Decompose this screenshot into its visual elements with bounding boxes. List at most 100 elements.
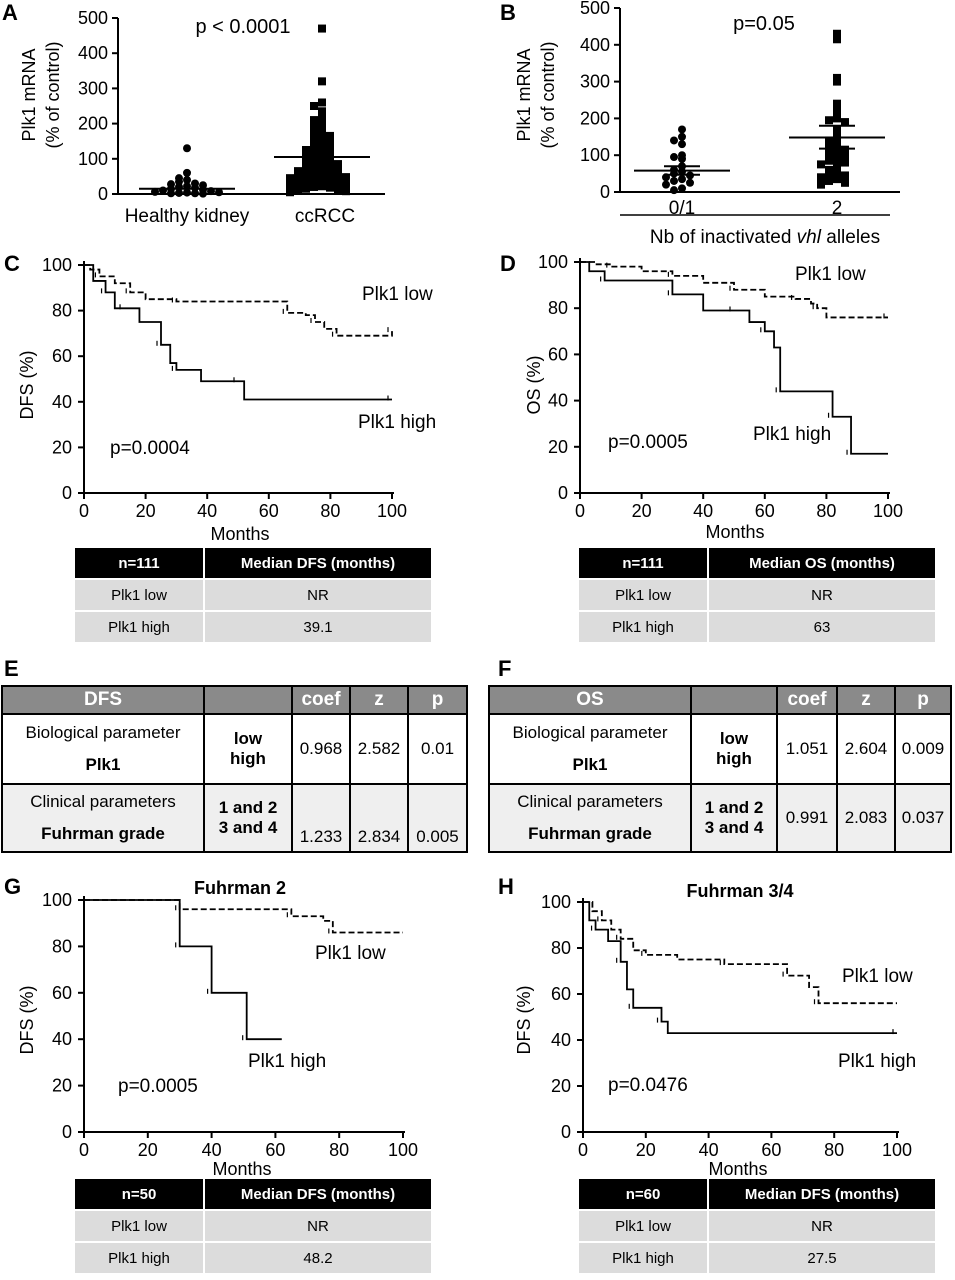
data-point [825,151,833,160]
panel-d-xlabel: Months [705,522,764,542]
data-point [318,112,326,121]
data-point [825,169,833,178]
panel-d: D OS (%) Months p=0.0005 Plk1 low Plk1 h… [490,245,955,545]
cox-e-bio-label: Biological parameter [25,723,181,742]
y-tick-label: 100 [42,890,72,910]
data-point [286,181,294,190]
cox-e-bio-coef: 0.968 [291,713,351,785]
x-tick-label: 100 [873,501,903,521]
data-point [678,132,686,141]
data-point [199,189,207,198]
data-point [318,98,326,107]
panel-h-title: Fuhrman 3/4 [686,881,793,901]
x-tick-label: 60 [755,501,775,521]
panel-b-chart: Plk1 mRNA (% of control) 0 100 200 300 400 50… [514,0,900,248]
data-point [302,159,310,168]
data-point [310,123,318,132]
cox-f-clin-p: 0.037 [894,783,952,853]
panel-label-f: F [498,656,512,681]
cox-f-bio-level2: high [716,749,752,768]
data-point [670,186,678,195]
data-point [825,116,833,125]
data-point [825,176,833,185]
panel-g-high-label: Plk1 high [248,1051,326,1072]
table-g-header-n: n=50 [75,1179,203,1209]
y-tick-label: 60 [52,346,72,366]
panel-label-c: C [4,251,20,276]
data-point [833,99,841,108]
data-point [833,147,841,156]
y-tick-label: 80 [548,298,568,318]
table-c-median: n=111 Median DFS (months) Plk1 low NR Plk1… [73,546,433,644]
data-point [670,176,678,185]
table-h-row-high-label: Plk1 high [579,1243,707,1273]
cox-f-p-header: p [894,685,952,715]
cox-e-bio-cell: Biological parameter Plk1 [1,713,205,785]
data-point [678,175,686,184]
y-tick-label: 40 [551,1030,571,1050]
panel-g: G Fuhrman 2 DFS (%) Months p=0.0005 Plk1… [0,870,475,1180]
plk1-high-curve [84,899,282,1041]
cox-e-p-header: p [407,685,468,715]
cox-f-title: OS [488,685,692,715]
data-point [310,182,318,191]
cox-e-bio-z: 2.582 [349,713,409,785]
panel-b-ylabel: Plk1 mRNA (% of control) [514,41,558,148]
cox-e-bio-p: 0.01 [407,713,468,785]
data-point [294,179,302,188]
data-point [342,187,350,196]
data-point [294,186,302,195]
panel-g-xlabel: Months [212,1159,271,1179]
x-tick-label: 20 [138,1140,158,1160]
data-point [670,136,678,145]
table-d-row-high-label: Plk1 high [579,612,707,642]
data-point [159,186,167,195]
panel-d-pvalue: p=0.0005 [608,432,688,453]
data-point [841,145,849,154]
x-tick-label: 20 [636,1140,656,1160]
data-point [841,118,849,127]
data-point [326,144,334,153]
data-point [841,178,849,187]
cox-e-title: DFS [1,685,205,715]
data-point [662,180,670,189]
panel-g-title: Fuhrman 2 [194,878,286,898]
data-point [318,182,326,191]
panel-d-ylabel: OS (%) [524,355,544,414]
x-tick-label: 40 [699,1140,719,1160]
data-point [334,166,342,175]
data-point [318,24,326,33]
panel-d-low-label: Plk1 low [795,264,866,285]
data-point [817,160,825,169]
data-point [310,130,318,139]
cox-f-clin-label: Clinical parameters [517,792,663,811]
cox-f-bio-level1: low [719,729,749,748]
x-tick-label: 40 [197,501,217,521]
table-h-median: n=60 Median DFS (months) Plk1 low NR Plk1 … [577,1177,937,1275]
x-tick-label: 100 [377,501,407,521]
data-point [817,180,825,189]
y-tick-label: 40 [52,392,72,412]
x-tick-label: 0 [575,501,585,521]
panel-b-ylabel-line1: Plk1 mRNA [514,48,534,141]
panel-g-low-label: Plk1 low [315,943,386,964]
y-tick-label: 400 [580,35,610,55]
data-point [302,146,310,154]
table-d-row-low-label: Plk1 low [579,580,707,610]
data-point [318,140,326,149]
data-point [167,189,175,198]
panel-b-ylabel-line2: (% of control) [538,41,558,148]
y-tick-label: 80 [52,936,72,956]
panel-h-pvalue: p=0.0476 [608,1075,688,1096]
panel-c-high-label: Plk1 high [358,412,436,433]
cox-e-bio-levels: low high [203,713,293,785]
data-point [841,158,849,167]
data-point [334,171,342,180]
table-h-header-median: Median DFS (months) [709,1179,935,1209]
data-point [318,119,326,128]
table-c-row-high-label: Plk1 high [75,612,203,642]
y-tick-label: 80 [551,938,571,958]
cox-e-clin-coef: 1.233 [291,783,351,853]
panel-b-xcat-1: 0/1 [669,198,695,219]
